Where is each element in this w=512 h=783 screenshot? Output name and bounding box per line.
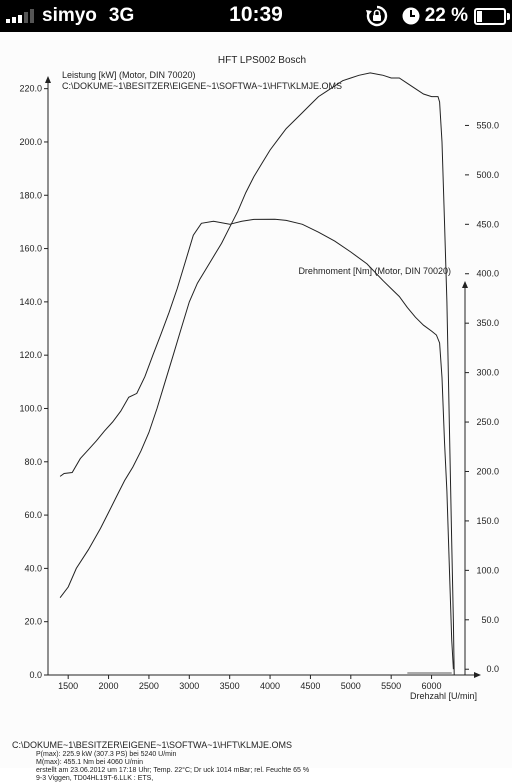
left-tick-label: 180.0 (19, 190, 42, 200)
left-tick-label: 80.0 (24, 457, 42, 467)
left-tick-label: 20.0 (24, 617, 42, 627)
left-tick-label: 60.0 (24, 510, 42, 520)
right-tick-label: 450.0 (476, 219, 499, 229)
signal-icon (6, 9, 36, 23)
right-tick-label: 400.0 (476, 269, 499, 279)
network-type: 3G (108, 5, 135, 26)
x-axis-label: Drehzahl [U/min] (410, 691, 477, 701)
torque-curve (59, 218, 454, 670)
carrier-name: simyo (42, 5, 97, 26)
clock-icon (402, 7, 420, 25)
dyno-chart: HFT LPS002 Bosch Leistung [kW] (Motor, D… (19, 55, 499, 701)
right-tick-label: 150.0 (476, 516, 499, 526)
right-tick-label: 250.0 (476, 417, 499, 427)
left-tick-label: 100.0 (19, 403, 42, 413)
right-tick-label: 350.0 (476, 318, 499, 328)
left-tick-label: 0.0 (29, 670, 42, 680)
x-tick-label: 2000 (99, 681, 119, 691)
left-tick-label: 220.0 (19, 84, 42, 94)
right-tick-label: 550.0 (476, 120, 499, 130)
dyno-sheet: HFT LPS002 Bosch Leistung [kW] (Motor, D… (0, 32, 512, 782)
file-path-top: C:\DOKUME~1\BESITZER\EIGENE~1\SOFTWA~1\H… (62, 81, 342, 91)
x-tick-label: 1500 (58, 681, 78, 691)
battery-icon (474, 7, 510, 25)
chart-title: HFT LPS002 Bosch (218, 55, 306, 66)
x-tick-label: 6000 (422, 681, 442, 691)
footer-created: erstellt am 23.06.2012 um 17:18 Uhr; Tem… (36, 767, 310, 774)
x-tick-label: 3500 (220, 681, 240, 691)
left-tick-label: 140.0 (19, 297, 42, 307)
x-tick-label: 2500 (139, 681, 159, 691)
left-tick-label: 40.0 (24, 563, 42, 573)
left-tick-label: 160.0 (19, 244, 42, 254)
chart-series (59, 72, 455, 676)
right-tick-label: 500.0 (476, 170, 499, 180)
x-axis-arrow (474, 672, 481, 678)
right-axis-arrow (462, 281, 468, 288)
left-tick-label: 120.0 (19, 350, 42, 360)
footer-mmax: M(max): 455.1 Nm bei 4060 U/min (36, 759, 143, 766)
right-tick-label: 300.0 (476, 368, 499, 378)
right-tick-label: 50.0 (481, 615, 499, 625)
footer-pmax: P(max): 225.9 kW (307.3 PS) bei 5240 U/m… (36, 751, 177, 758)
chart-axes: 0.0 20.0 40.0 60.0 80.0 100.0 120.0 140.0 160.0 1… (19, 76, 499, 691)
battery-percent: 22 % (424, 5, 468, 26)
x-tick-label: 5000 (341, 681, 361, 691)
x-tick-label: 4000 (260, 681, 280, 691)
footer-file-path: C:\DOKUME~1\BESITZER\EIGENE~1\SOFTWA~1\H… (12, 740, 292, 750)
footer-vehicle: 9-3 Viggen, TD04HL19T-6.LLK : ETS, (36, 775, 154, 782)
x-tick-label: 4500 (300, 681, 320, 691)
report-footer: C:\DOKUME~1\BESITZER\EIGENE~1\SOFTWA~1\H… (12, 740, 309, 783)
x-tick-label: 3000 (179, 681, 199, 691)
left-axis-arrow (45, 76, 51, 83)
right-axis-label: Drehmoment [Nm] (Motor, DIN 70020) (298, 266, 451, 276)
status-bar: simyo 3G 10:39 22 % (0, 0, 512, 32)
left-axis-label: Leistung [kW] (Motor, DIN 70020) (62, 70, 196, 80)
status-time: 10:39 (229, 3, 283, 26)
power-curve (59, 72, 455, 676)
status-right: 22 % (365, 4, 510, 28)
right-tick-label: 100.0 (476, 565, 499, 575)
status-left: simyo 3G (6, 5, 134, 27)
right-tick-label: 200.0 (476, 466, 499, 476)
x-tick-label: 5500 (381, 681, 401, 691)
rotation-lock-icon (365, 5, 387, 27)
right-tick-label: 0.0 (486, 664, 499, 674)
battery-fill (477, 10, 482, 22)
left-tick-label: 200.0 (19, 137, 42, 147)
